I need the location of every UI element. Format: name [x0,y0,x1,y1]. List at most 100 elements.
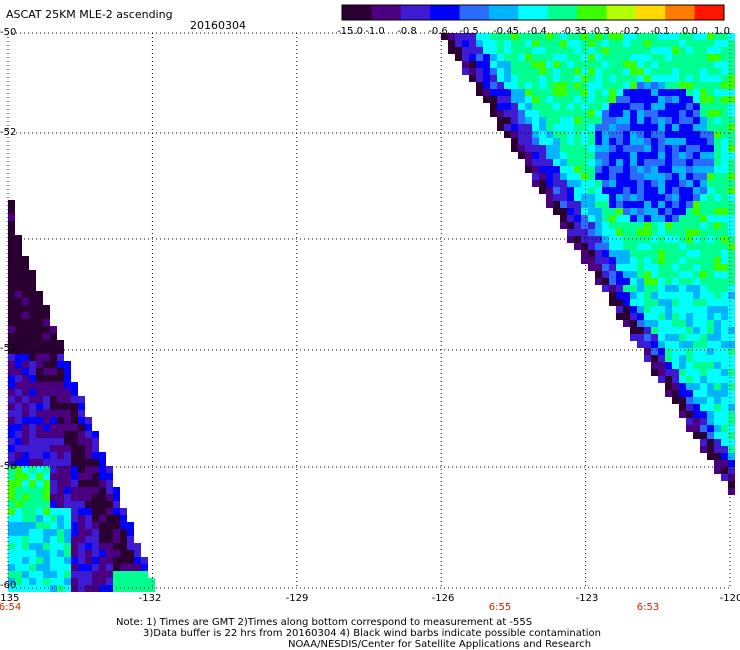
heatmap-cell [714,96,721,103]
heatmap-cell [560,145,567,152]
heatmap-cell [644,299,651,306]
heatmap-cell [665,285,672,292]
heatmap-cell [686,145,693,152]
heatmap-cell [78,417,85,424]
heatmap-cell [658,96,665,103]
heatmap-cell [707,313,714,320]
heatmap-cell [658,201,665,208]
heatmap-cell [616,285,623,292]
heatmap-cell [693,306,700,313]
heatmap-cell [43,487,50,494]
heatmap-cell [469,68,476,75]
heatmap-cell [567,159,574,166]
heatmap-cell [644,68,651,75]
heatmap-cell [581,103,588,110]
heatmap-cell [497,124,504,131]
heatmap-cell [728,425,735,432]
heatmap-cell [511,33,518,40]
heatmap-cell [518,40,525,47]
heatmap-cell [630,236,637,243]
heatmap-cell [602,131,609,138]
heatmap-cell [71,452,78,459]
heatmap-cell [574,159,581,166]
heatmap-cell [99,585,106,592]
heatmap-cell [476,33,483,40]
heatmap-cell [728,229,735,236]
heatmap-cell [595,201,602,208]
heatmap-cell [679,215,686,222]
heatmap-cell [8,340,15,347]
heatmap-cell [693,82,700,89]
heatmap-cell [686,33,693,40]
heatmap-cell [525,110,532,117]
heatmap-cell [8,319,15,326]
heatmap-cell [630,215,637,222]
heatmap-cell [22,459,29,466]
heatmap-cell [539,187,546,194]
x-tick-label: -129 [285,593,309,604]
heatmap-cell [686,390,693,397]
heatmap-cell [707,82,714,89]
heatmap-cell [539,152,546,159]
heatmap-cell [616,201,623,208]
heatmap-cell [616,299,623,306]
heatmap-cell [574,180,581,187]
heatmap-cell [57,445,64,452]
heatmap-cell [29,424,36,431]
heatmap-cell [686,418,693,425]
heatmap-cell [700,89,707,96]
heatmap-cell [728,215,735,222]
heatmap-cell [29,291,36,298]
heatmap-cell [707,187,714,194]
heatmap-cell [574,75,581,82]
heatmap-cell [539,33,546,40]
heatmap-cell [99,466,106,473]
heatmap-cell [651,299,658,306]
heatmap-cell [700,362,707,369]
heatmap-cell [602,68,609,75]
colorbar-swatch [518,5,549,20]
heatmap-cell [616,173,623,180]
heatmap-cell [679,264,686,271]
heatmap-cell [721,117,728,124]
heatmap-cell [57,536,64,543]
heatmap-cell [721,180,728,187]
heatmap-cell [714,187,721,194]
heatmap-cell [78,543,85,550]
heatmap-cell [630,89,637,96]
heatmap-cell [616,54,623,61]
heatmap-cell [714,243,721,250]
heatmap-cell [602,264,609,271]
heatmap-cell [22,550,29,557]
heatmap-cell [651,166,658,173]
heatmap-cell [623,299,630,306]
heatmap-cell [15,249,22,256]
heatmap-cell [672,390,679,397]
heatmap-cell [8,473,15,480]
heatmap-cell [623,194,630,201]
heatmap-cell [29,361,36,368]
heatmap-cell [43,501,50,508]
heatmap-cell [693,334,700,341]
heatmap-cell [651,68,658,75]
heatmap-cell [644,61,651,68]
heatmap-cell [644,257,651,264]
heatmap-cell [532,68,539,75]
heatmap-cell [686,229,693,236]
heatmap-cell [15,578,22,585]
heatmap-cell [141,564,148,571]
heatmap-cell [36,466,43,473]
heatmap-cell [525,68,532,75]
heatmap-cell [602,187,609,194]
heatmap-cell [127,571,134,578]
heatmap-cell [71,550,78,557]
heatmap-cell [651,96,658,103]
heatmap-cell [609,89,616,96]
heatmap-cell [36,382,43,389]
heatmap-cell [22,578,29,585]
heatmap-cell [658,278,665,285]
heatmap-cell [581,152,588,159]
heatmap-cell [630,40,637,47]
heatmap-cell [595,145,602,152]
heatmap-cell [700,390,707,397]
